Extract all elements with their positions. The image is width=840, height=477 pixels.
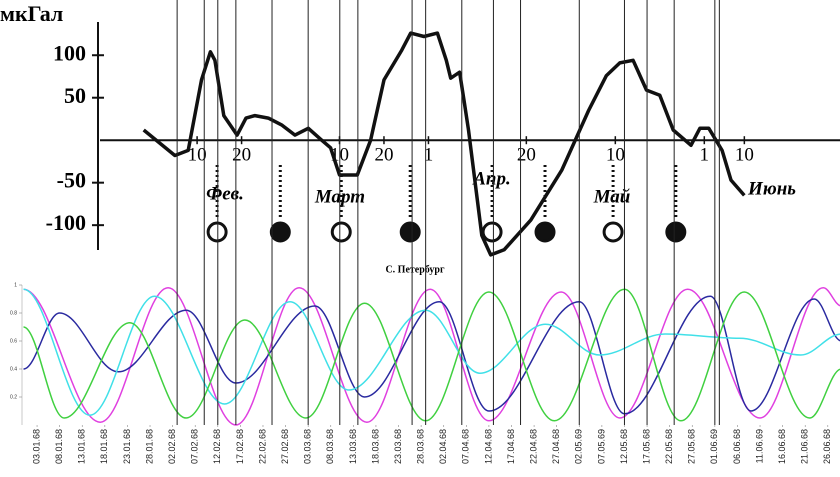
y-tick-label: 0.4: [10, 366, 17, 372]
x-tick-label: 20: [232, 145, 251, 166]
x-tick-label: 17.04.68: [506, 429, 516, 464]
chart-title: С. Петербург: [385, 264, 445, 275]
x-tick-label: 10: [735, 145, 754, 166]
moon-phase: [481, 221, 503, 243]
x-tick-label: 1: [700, 145, 710, 166]
x-tick-label: 17.05.68: [641, 429, 651, 464]
x-tick-label: 18.03.68: [370, 429, 380, 464]
x-tick-label: 1: [424, 145, 434, 166]
x-tick-label: 28.01.68: [144, 429, 154, 464]
y-tick-label: 0.8: [10, 310, 17, 316]
x-tick-label: 20: [374, 145, 393, 166]
x-tick-label: 10: [606, 145, 625, 166]
tide-curve: [23, 295, 840, 415]
moon-phase: [269, 221, 291, 243]
y-tick-label: 100: [53, 40, 86, 65]
y-tick-label: -50: [57, 168, 86, 193]
x-tick-label: 22.02.68: [257, 429, 267, 464]
x-tick-label: 12.02.68: [212, 429, 222, 464]
x-tick-label: 17.02.68: [235, 429, 245, 464]
x-tick-label: 02.04.68: [438, 429, 448, 464]
x-tick-label: 07.02.68: [190, 429, 200, 464]
x-tick-label: 12.04.68: [483, 429, 493, 464]
gravity-line: [142, 31, 746, 257]
x-tick-label: 02.05.69: [574, 429, 584, 464]
moon-phase: [330, 221, 352, 243]
x-tick-label: 08.01.68: [54, 429, 64, 464]
x-tick-label: 23.01.68: [122, 429, 132, 464]
moon-phase: [206, 221, 228, 243]
x-tick-label: 03.03.68: [303, 429, 313, 464]
tide-curve: [23, 288, 840, 416]
month-label: Май: [593, 186, 631, 207]
moon-phase: [602, 221, 624, 243]
x-tick-label: 03.01.68: [31, 429, 41, 464]
x-tick-label: 21.06.68: [800, 429, 810, 464]
x-tick-label: 27.05.68: [687, 429, 697, 464]
month-label: Фев.: [206, 183, 244, 204]
y-tick-label: 0.6: [10, 338, 17, 344]
x-tick-label: 26.06.68: [822, 429, 832, 464]
moon-phase: [399, 221, 421, 243]
x-tick-label: 20: [517, 145, 536, 166]
y-tick-label: 0.2: [10, 394, 17, 400]
x-tick-label: 12.05.68: [619, 429, 629, 464]
tide-curve: [23, 288, 840, 422]
y-tick-label: 1: [14, 282, 17, 288]
x-tick-label: 02.02.68: [167, 429, 177, 464]
x-tick-label: 28.03.68: [415, 429, 425, 464]
moon-phase: [665, 221, 687, 243]
y-axis-label: мкГал: [0, 1, 63, 26]
month-label: Апр.: [472, 168, 511, 189]
x-tick-label: 23.03.68: [393, 429, 403, 464]
x-tick-label: 07.05.69: [596, 429, 606, 464]
tide-curve: [23, 287, 840, 426]
month-label: Июнь: [747, 178, 796, 199]
x-tick-label: 27.04.68: [551, 429, 561, 464]
x-tick-label: 18.01.68: [99, 429, 109, 464]
x-tick-label: 01.06.69: [709, 429, 719, 464]
x-tick-label: 13.01.68: [77, 429, 87, 464]
x-tick-label: 07.04.68: [461, 429, 471, 464]
x-tick-label: 06.06.68: [732, 429, 742, 464]
x-tick-label: 16.06.68: [777, 429, 787, 464]
x-tick-label: 13.03.68: [348, 429, 358, 464]
x-tick-label: 08.03.68: [325, 429, 335, 464]
y-tick-label: -100: [46, 210, 86, 235]
x-tick-label: 22.05.68: [664, 429, 674, 464]
x-tick-label: 10: [188, 145, 207, 166]
x-tick-label: 22.04.68: [528, 429, 538, 464]
x-tick-label: 11.06.69: [754, 429, 764, 463]
y-tick-label: 50: [64, 83, 86, 108]
x-tick-label: 27.02.68: [280, 429, 290, 464]
moon-phase: [534, 221, 556, 243]
